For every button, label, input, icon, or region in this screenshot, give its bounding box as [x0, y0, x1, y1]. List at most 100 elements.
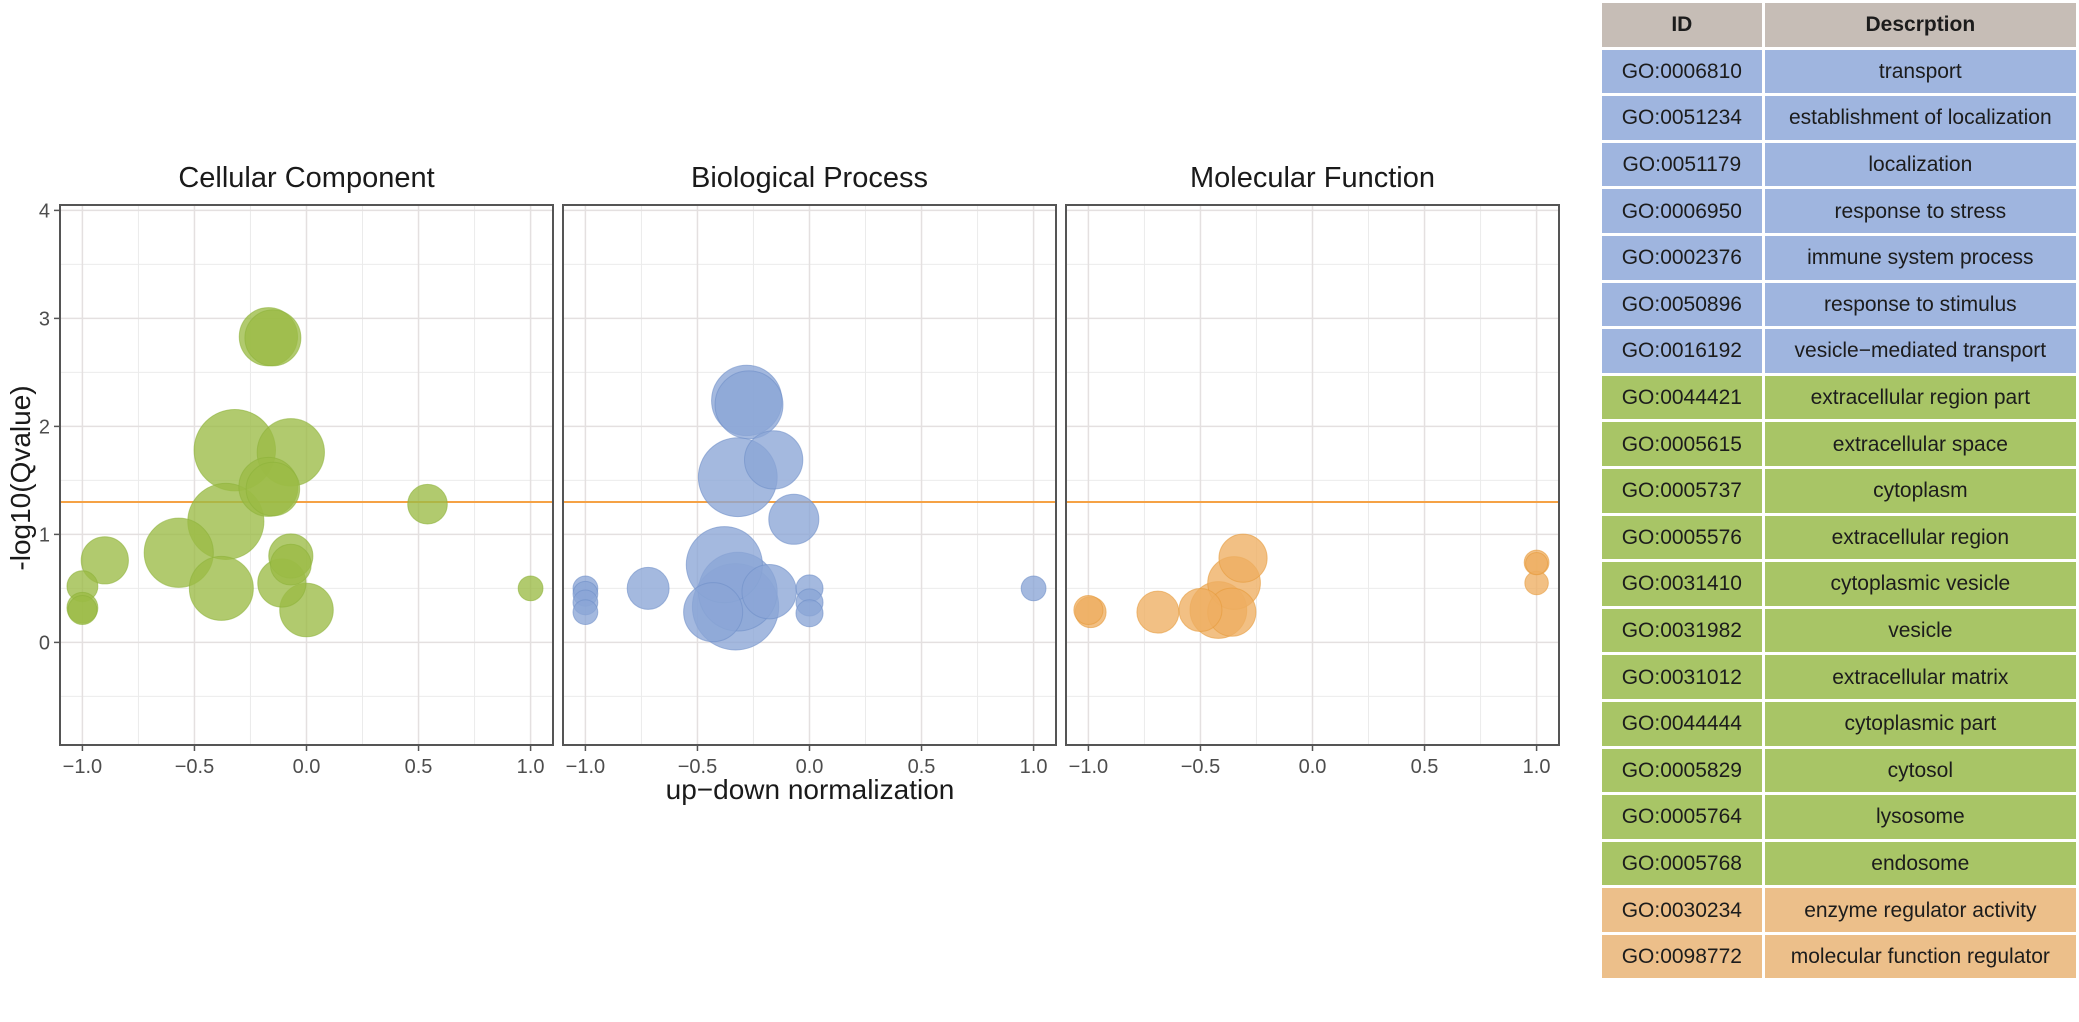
table-row: GO:0030234 enzyme regulator activity: [1599, 885, 2079, 935]
go-id-cell: GO:0005764: [1599, 792, 1765, 842]
bubble-point: [1136, 590, 1180, 634]
x-tick-label: −0.5: [678, 756, 717, 778]
go-description-cell: extracellular region part: [1761, 372, 2079, 423]
go-description-cell: response to stress: [1761, 186, 2079, 236]
bubble-point: [714, 370, 784, 440]
go-description-cell: localization: [1761, 139, 2079, 190]
table-row: GO:0006950 response to stress: [1599, 186, 2079, 236]
go-description-cell: enzyme regulator activity: [1761, 885, 2079, 935]
go-id-cell: GO:0044444: [1599, 698, 1765, 749]
x-axis-label: up−down normalization: [666, 774, 955, 805]
panel-2: Molecular Function −1.0 −0.5 0.0 0.5 1.0: [1065, 162, 1560, 778]
x-tick-label: 1.0: [1020, 756, 1048, 778]
table-row: GO:0005737 cytoplasm: [1599, 465, 2079, 516]
panel-1: Biological Process −1.0 −0.5 0.0 0.5 1.0: [562, 162, 1057, 778]
go-id-cell: GO:0005768: [1599, 838, 1765, 889]
go-description-cell: extracellular region: [1761, 512, 2079, 563]
table-header-row: ID Descrption: [1599, 0, 2079, 50]
panel-title: Molecular Function: [1190, 162, 1435, 194]
table-row: GO:0006810 transport: [1599, 46, 2079, 97]
bubble-point: [67, 594, 98, 626]
x-tick-label: 0.5: [1411, 756, 1439, 778]
table-row: GO:0051179 localization: [1599, 139, 2079, 190]
go-id-cell: GO:0005829: [1599, 745, 1765, 796]
go-description-cell: cytosol: [1761, 745, 2079, 796]
table-row: GO:0051234 establishment of localization: [1599, 93, 2079, 143]
bubble-point: [80, 536, 129, 585]
x-tick-label: −1.0: [1069, 756, 1108, 778]
go-id-cell: GO:0005615: [1599, 419, 1765, 469]
bubble-point: [1073, 594, 1104, 626]
y-tick-label: 3: [39, 308, 50, 330]
go-description-cell: cytoplasm: [1761, 465, 2079, 516]
go-id-cell: GO:0002376: [1599, 232, 1765, 283]
go-id-cell: GO:0016192: [1599, 326, 1765, 376]
go-description-cell: endosome: [1761, 838, 2079, 889]
bubble-point: [683, 582, 744, 643]
bubble-point: [626, 566, 670, 610]
y-tick-label: 2: [39, 416, 50, 438]
y-tick-label: 1: [39, 524, 50, 546]
bubble-point: [1218, 533, 1268, 583]
go-id-cell: GO:0006950: [1599, 186, 1765, 236]
go-description-cell: vesicle−mediated transport: [1761, 326, 2079, 376]
go-description-cell: immune system process: [1761, 232, 2079, 283]
go-description-cell: extracellular space: [1761, 419, 2079, 469]
panel-title: Cellular Component: [178, 162, 434, 194]
x-tick-label: 0.5: [908, 756, 936, 778]
y-tick-label: 0: [39, 632, 50, 654]
panel-title: Biological Process: [691, 162, 928, 194]
bubble-point: [572, 599, 599, 626]
x-tick-label: −0.5: [1181, 756, 1220, 778]
x-tick-label: 0.5: [405, 756, 433, 778]
go-description-cell: cytoplasmic vesicle: [1761, 559, 2079, 609]
go-id-cell: GO:0005576: [1599, 512, 1765, 563]
table-row: GO:0005768 endosome: [1599, 838, 2079, 889]
bubble-point: [269, 543, 312, 586]
bubble-point: [741, 563, 797, 620]
go-description-cell: establishment of localization: [1761, 93, 2079, 143]
go-description-cell: cytoplasmic part: [1761, 698, 2079, 749]
go-description-cell: extracellular matrix: [1761, 652, 2079, 702]
bubble-chart: Cellular Component −1.0 −0.5 0.0 0.5 1.0 0 1 2 3 4…: [5, 162, 1560, 805]
go-id-cell: GO:0050896: [1599, 279, 1765, 330]
x-tick-label: −1.0: [63, 756, 102, 778]
go-description-cell: lysosome: [1761, 792, 2079, 842]
table-row: GO:0044421 extracellular region part: [1599, 372, 2079, 423]
table-row: GO:0044444 cytoplasmic part: [1599, 698, 2079, 749]
bubble-point: [1020, 575, 1047, 602]
x-tick-label: 0.0: [293, 756, 321, 778]
bubble-point: [517, 575, 544, 602]
go-id-cell: GO:0031012: [1599, 652, 1765, 702]
table-row: GO:0050896 response to stimulus: [1599, 279, 2079, 330]
go-id-cell: GO:0006810: [1599, 46, 1765, 97]
x-tick-label: 1.0: [1523, 756, 1551, 778]
go-description-cell: molecular function regulator: [1761, 931, 2079, 982]
bubble-point: [1178, 587, 1223, 633]
x-tick-label: −0.5: [175, 756, 214, 778]
bubble-point: [244, 309, 302, 367]
go-description-cell: transport: [1761, 46, 2079, 97]
go-description-cell: vesicle: [1761, 605, 2079, 656]
table-row: GO:0005764 lysosome: [1599, 792, 2079, 842]
table-row: GO:0098772 molecular function regulator: [1599, 931, 2079, 982]
go-id-cell: GO:0031982: [1599, 605, 1765, 656]
header-id: ID: [1599, 0, 1765, 50]
table-row: GO:0005576 extracellular region: [1599, 512, 2079, 563]
bubble-point: [795, 599, 824, 628]
table-row: GO:0031012 extracellular matrix: [1599, 652, 2079, 702]
go-id-cell: GO:0051234: [1599, 93, 1765, 143]
x-tick-label: 0.0: [796, 756, 824, 778]
table-row: GO:0005615 extracellular space: [1599, 419, 2079, 469]
header-description: Descrption: [1761, 0, 2079, 50]
bubble-point: [407, 483, 448, 525]
go-id-cell: GO:0098772: [1599, 931, 1765, 982]
y-tick-label: 4: [39, 200, 50, 222]
table-row: GO:0016192 vesicle−mediated transport: [1599, 326, 2079, 376]
table-row: GO:0002376 immune system process: [1599, 232, 2079, 283]
go-id-cell: GO:0005737: [1599, 465, 1765, 516]
go-id-cell: GO:0030234: [1599, 885, 1765, 935]
bubble-point: [1525, 552, 1549, 576]
y-axis-label: -log10(Qvalue): [5, 385, 36, 570]
go-term-table: ID Descrption GO:0006810 transport GO:0051…: [1599, 0, 2079, 982]
